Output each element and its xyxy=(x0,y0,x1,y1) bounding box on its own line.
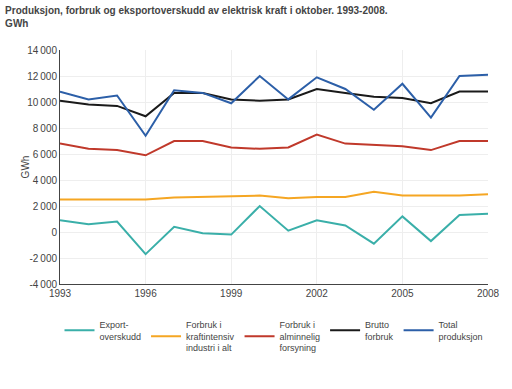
svg-text:GWh: GWh xyxy=(20,156,31,179)
svg-text:0: 0 xyxy=(51,227,57,238)
svg-text:Totalproduksjon: Totalproduksjon xyxy=(439,320,483,342)
svg-text:-2 000: -2 000 xyxy=(29,253,57,264)
svg-text:8 000: 8 000 xyxy=(33,123,58,134)
svg-text:10 000: 10 000 xyxy=(27,97,57,108)
svg-text:2008: 2008 xyxy=(477,288,500,299)
svg-text:2 000: 2 000 xyxy=(33,201,58,212)
svg-text:12 000: 12 000 xyxy=(27,71,57,82)
svg-text:-4 000: -4 000 xyxy=(29,279,57,290)
svg-text:2002: 2002 xyxy=(306,288,329,299)
svg-text:Export-overskudd: Export-overskudd xyxy=(100,320,142,342)
svg-text:14 000: 14 000 xyxy=(27,45,57,56)
svg-text:Produksjon, forbruk og eksport: Produksjon, forbruk og eksportoverskudd … xyxy=(5,5,388,29)
svg-text:1996: 1996 xyxy=(134,288,157,299)
svg-text:1993: 1993 xyxy=(49,288,72,299)
svg-text:6 000: 6 000 xyxy=(33,149,58,160)
svg-text:Forbruk ialminneligforsyning: Forbruk ialminneligforsyning xyxy=(280,320,321,353)
svg-text:1999: 1999 xyxy=(220,288,243,299)
svg-text:4 000: 4 000 xyxy=(33,175,58,186)
svg-text:2005: 2005 xyxy=(391,288,414,299)
svg-text:Bruttoforbruk: Bruttoforbruk xyxy=(365,320,394,342)
svg-text:Forbruk ikraftintensivindustri: Forbruk ikraftintensivindustri i alt xyxy=(186,320,235,353)
